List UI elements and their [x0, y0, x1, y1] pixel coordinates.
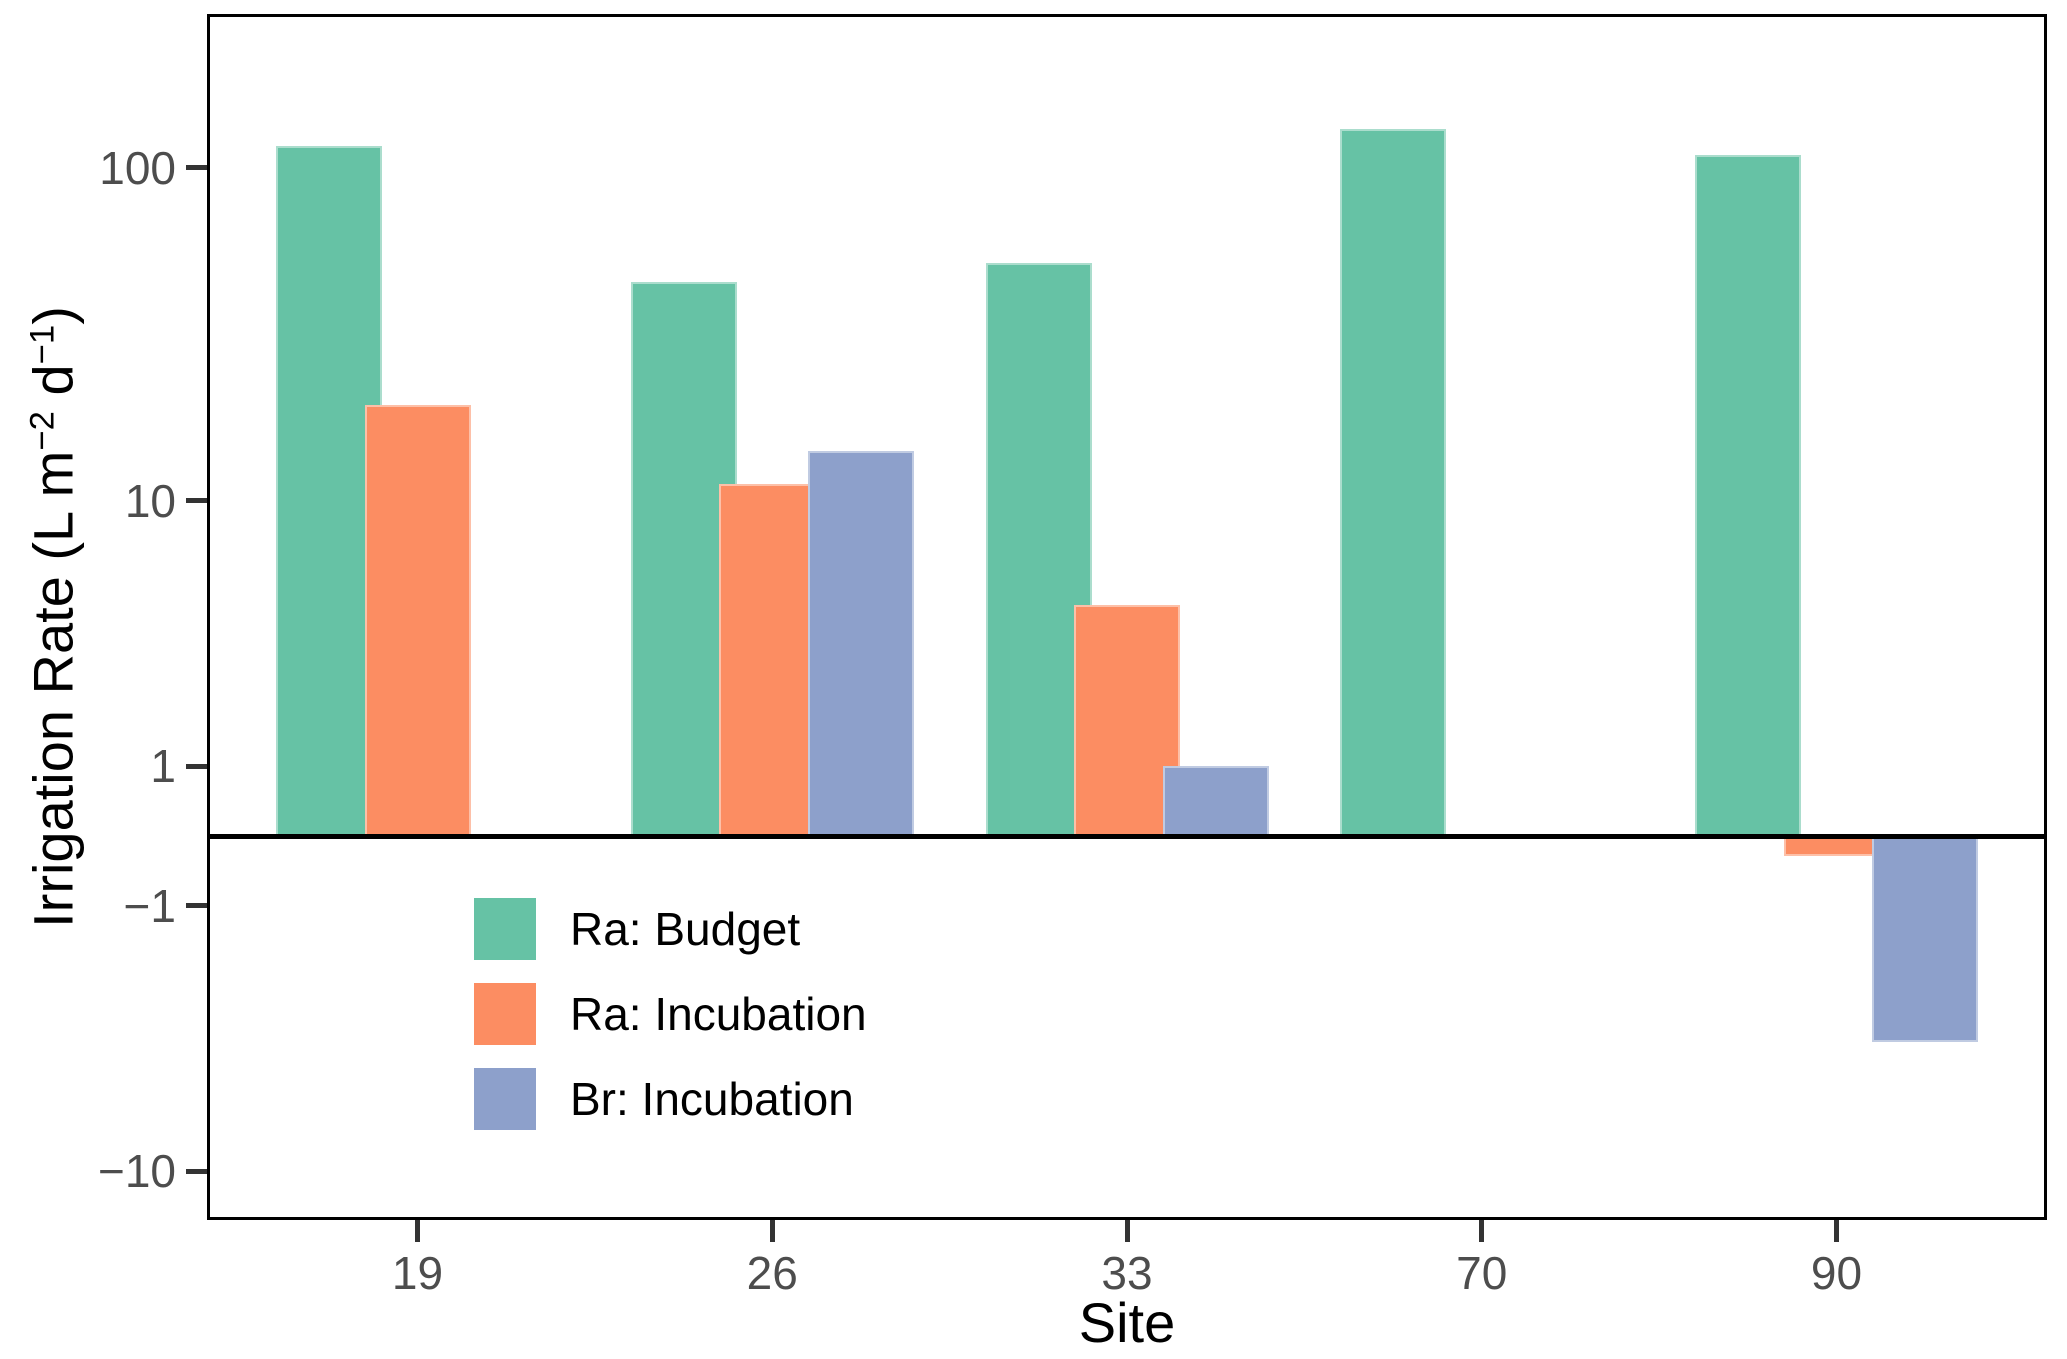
y-axis-title-sup-m: −2: [23, 411, 62, 451]
y-tick-mark--1: [186, 903, 207, 909]
y-axis-title-close: ): [21, 306, 85, 325]
bar-ra-incubation-site-33: [1074, 605, 1180, 836]
legend-key-ra-incubation: [474, 983, 536, 1045]
bar-br-incubation-site-90: [1872, 836, 1978, 1043]
bar-ra-incubation-site-19: [364, 405, 471, 836]
y-axis-title-sup-d: −1: [23, 324, 62, 365]
y-tick-label-10: 10: [124, 474, 176, 527]
bar-ra-budget-site-90: [1695, 155, 1801, 836]
zero-baseline: [207, 834, 2047, 839]
y-axis-title-text: Irrigation Rate (L m: [21, 450, 85, 928]
x-tick-mark-19: [415, 1220, 420, 1242]
y-tick-label--1: −1: [123, 879, 176, 932]
y-tick-label-100: 100: [99, 141, 176, 194]
bar-br-incubation-site-26: [807, 451, 914, 836]
y-axis-title-mid: d: [21, 364, 85, 412]
y-tick-mark-100: [186, 165, 207, 171]
x-tick-label-26: 26: [746, 1247, 798, 1299]
y-tick-mark-1: [186, 763, 207, 769]
x-tick-mark-90: [1834, 1220, 1839, 1242]
legend-label-ra-budget: Ra: Budget: [570, 903, 801, 955]
x-tick-mark-70: [1479, 1220, 1485, 1242]
x-axis-title: Site: [1078, 1291, 1176, 1354]
x-tick-label-33: 33: [1101, 1247, 1153, 1299]
legend-label-br-incubation: Br: Incubation: [570, 1073, 854, 1125]
x-tick-mark-26: [769, 1220, 775, 1242]
y-tick-label--10: −10: [97, 1145, 176, 1198]
x-tick-label-19: 19: [391, 1247, 444, 1299]
legend-key-ra-budget: [474, 898, 536, 960]
y-axis-title: Irrigation Rate (L m−2 d−1): [13, 306, 85, 928]
legend-label-ra-incubation: Ra: Incubation: [570, 988, 867, 1040]
x-tick-label-90: 90: [1810, 1247, 1863, 1299]
bar-ra-incubation-site-26: [719, 484, 826, 836]
bar-ra-budget-site-19: [276, 146, 382, 836]
bar-ra-budget-site-33: [985, 262, 1092, 836]
x-tick-label-70: 70: [1456, 1247, 1508, 1299]
x-tick-mark-33: [1124, 1220, 1130, 1242]
bar-br-incubation-site-33: [1162, 766, 1269, 836]
y-tick-mark-10: [186, 498, 207, 504]
legend-key-br-incubation: [474, 1068, 536, 1130]
y-tick-label-1: 1: [150, 740, 176, 793]
bar-ra-budget-site-70: [1340, 128, 1447, 836]
y-tick-mark--10: [186, 1168, 207, 1174]
